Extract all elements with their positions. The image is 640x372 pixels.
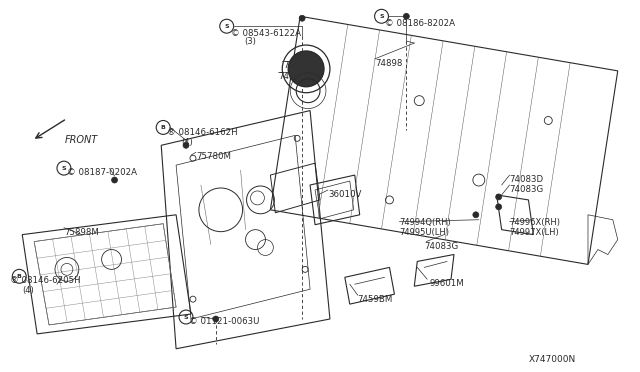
Text: 74997X(LH): 74997X(LH) — [509, 228, 559, 237]
Circle shape — [213, 316, 219, 322]
Text: (3): (3) — [244, 37, 257, 46]
Text: © 08543-6122A: © 08543-6122A — [230, 29, 301, 38]
Text: (4): (4) — [22, 286, 34, 295]
Text: 74995U(LH): 74995U(LH) — [399, 228, 449, 237]
Circle shape — [495, 204, 502, 210]
Circle shape — [111, 177, 118, 183]
Text: ® 08146-6162H: ® 08146-6162H — [167, 128, 238, 137]
Text: © 08186-8202A: © 08186-8202A — [385, 19, 454, 28]
Text: © 01121-0063U: © 01121-0063U — [189, 317, 259, 326]
Text: 7459BM: 7459BM — [358, 295, 393, 304]
Circle shape — [473, 212, 479, 218]
Text: S: S — [61, 166, 66, 171]
Text: 75898M: 75898M — [64, 228, 99, 237]
Text: 74996X(RH): 74996X(RH) — [509, 218, 561, 227]
Text: 74083D: 74083D — [509, 175, 544, 184]
Circle shape — [403, 13, 410, 19]
Text: S: S — [380, 14, 384, 19]
Circle shape — [495, 194, 502, 200]
Text: ® 08146-6205H: ® 08146-6205H — [10, 276, 81, 285]
Text: B: B — [17, 274, 22, 279]
Text: S: S — [225, 24, 229, 29]
Text: 75780M: 75780M — [196, 152, 231, 161]
Text: (4): (4) — [181, 138, 193, 147]
Text: 74560J: 74560J — [278, 72, 308, 81]
Text: 99601M: 99601M — [429, 279, 464, 288]
Text: 74083G: 74083G — [509, 185, 544, 194]
Text: S: S — [184, 314, 188, 320]
Text: 74898: 74898 — [376, 59, 403, 68]
Text: 36010V: 36010V — [328, 190, 362, 199]
Circle shape — [183, 142, 189, 148]
Text: 74560: 74560 — [284, 61, 311, 70]
Text: 74994Q(RH): 74994Q(RH) — [399, 218, 451, 227]
Text: X747000N: X747000N — [529, 355, 576, 364]
Text: FRONT: FRONT — [65, 135, 98, 145]
Text: © 08187-0202A: © 08187-0202A — [67, 168, 137, 177]
Circle shape — [299, 15, 305, 21]
Text: 74083G: 74083G — [424, 241, 458, 251]
Circle shape — [288, 51, 324, 87]
Text: B: B — [161, 125, 166, 130]
